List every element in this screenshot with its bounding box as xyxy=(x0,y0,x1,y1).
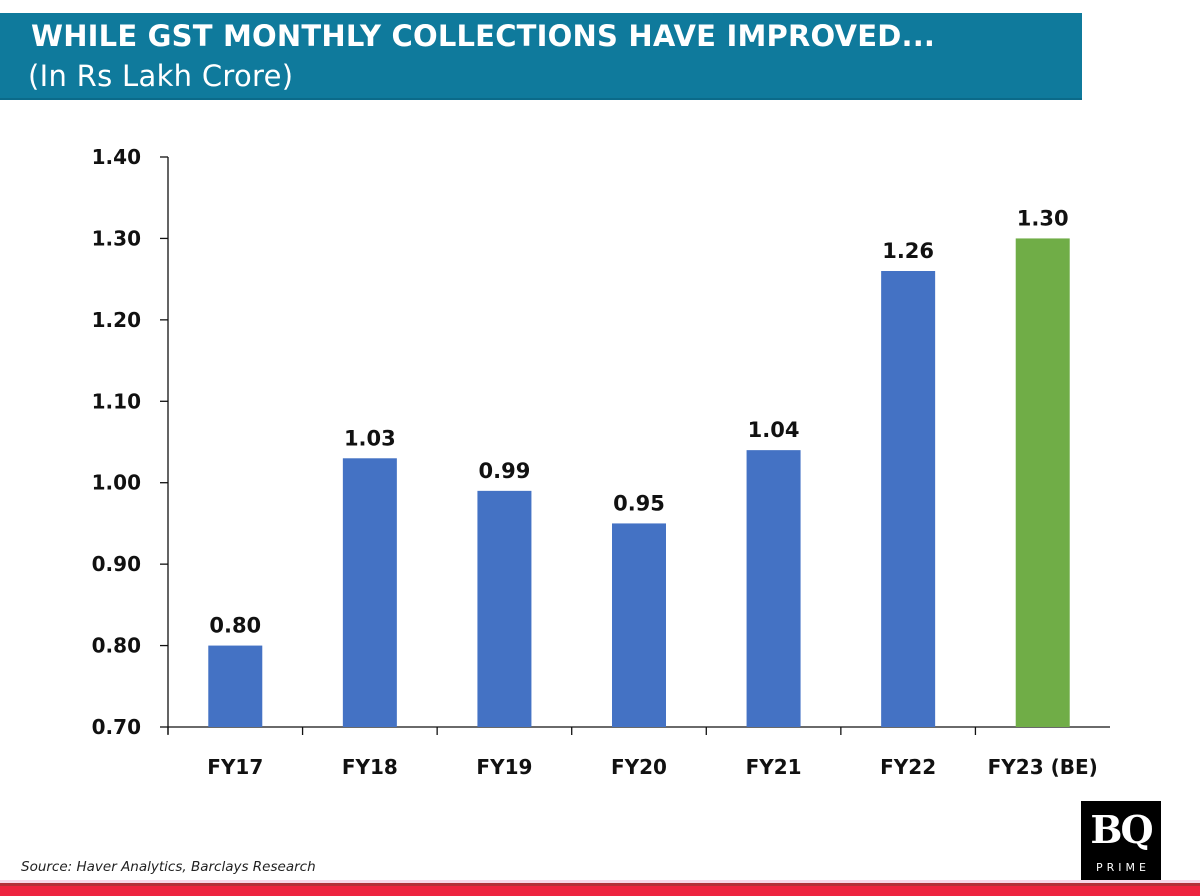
y-tick-label: 1.20 xyxy=(92,308,141,332)
bar-fy19 xyxy=(477,490,532,727)
data-label: 1.30 xyxy=(1017,206,1069,230)
bar-fy20 xyxy=(612,523,666,727)
y-tick-label: 0.90 xyxy=(92,552,141,576)
x-tick-label: FY23 (BE) xyxy=(988,755,1098,779)
x-tick-label: FY22 xyxy=(880,755,936,779)
y-tick-label: 0.80 xyxy=(92,634,141,658)
logo-main-text: BQ xyxy=(1090,807,1153,852)
source-note: Source: Haver Analytics, Barclays Resear… xyxy=(21,859,316,875)
bar-fy23-be xyxy=(1015,238,1070,727)
y-tick-label: 1.00 xyxy=(92,471,141,495)
data-label: 1.26 xyxy=(882,239,934,263)
y-axis: 0.70 0.80 0.90 1.00 1.10 1.20 1.30 1.40 xyxy=(92,145,169,739)
x-axis: FY17 FY18 FY19 FY20 FY21 FY22 FY23 (BE) xyxy=(167,726,1110,779)
bars xyxy=(208,238,1070,727)
x-tick-label: FY17 xyxy=(207,755,263,779)
footer-divider xyxy=(0,880,1200,883)
footer-divider xyxy=(0,883,1200,886)
bar-fy22 xyxy=(881,271,936,727)
bar-fy17 xyxy=(208,645,263,727)
data-labels: 0.80 1.03 0.99 0.95 1.04 1.26 1.30 xyxy=(209,206,1068,637)
bar-fy21 xyxy=(746,450,801,727)
chart-header: WHILE GST MONTHLY COLLECTIONS HAVE IMPRO… xyxy=(0,13,1082,100)
x-tick-label: FY19 xyxy=(476,755,532,779)
bar-fy18 xyxy=(342,458,397,727)
chart-subtitle: (In Rs Lakh Crore) xyxy=(28,59,294,93)
bq-prime-logo: BQ PRIME xyxy=(1081,801,1161,884)
y-tick-label: 1.10 xyxy=(92,389,141,413)
data-label: 0.99 xyxy=(479,459,531,483)
data-label: 1.03 xyxy=(344,426,396,450)
x-tick-label: FY18 xyxy=(342,755,398,779)
y-tick-label: 0.70 xyxy=(92,715,141,739)
x-tick-label: FY20 xyxy=(611,755,667,779)
footer-bar xyxy=(0,886,1200,896)
logo-sub-text: PRIME xyxy=(1096,861,1150,874)
y-tick-label: 1.30 xyxy=(92,226,141,250)
chart-title: WHILE GST MONTHLY COLLECTIONS HAVE IMPRO… xyxy=(31,19,936,53)
y-tick-label: 1.40 xyxy=(92,145,141,169)
data-label: 0.80 xyxy=(209,614,261,638)
data-label: 0.95 xyxy=(613,491,665,515)
data-label: 1.04 xyxy=(748,418,800,442)
x-tick-label: FY21 xyxy=(746,755,802,779)
